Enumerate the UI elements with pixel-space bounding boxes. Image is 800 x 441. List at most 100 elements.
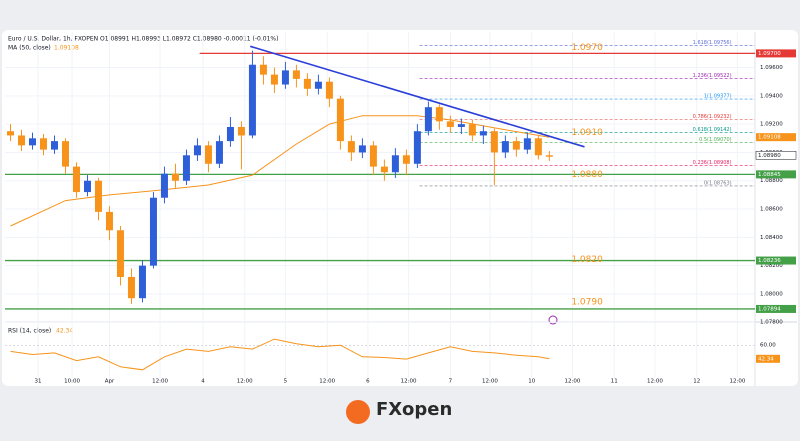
chart-title: Euro / U.S. Dollar, 1h, FXOPEN	[8, 36, 98, 43]
ma-name: MA (50, close)	[8, 45, 51, 52]
price-tag-label: 1.09700	[758, 51, 781, 57]
x-tick-label: 12:00	[565, 379, 581, 385]
x-tick-label: 12:00	[152, 379, 168, 385]
candle-body	[270, 74, 278, 85]
candle-body	[61, 141, 69, 167]
logo: FX open	[346, 399, 452, 424]
price-tag-label: 1.08236	[758, 258, 781, 264]
price-tag	[756, 304, 796, 313]
rsi-name: RSI (14, close)	[8, 328, 51, 335]
level-annotation: 1.0970	[571, 43, 603, 53]
price-tag	[756, 49, 796, 58]
x-tick-label: 12:00	[319, 379, 335, 385]
price-tag	[756, 256, 796, 265]
candle-body	[358, 145, 366, 153]
rsi-tag-label: 42.34	[758, 356, 774, 362]
x-tick-label: 10:00	[64, 379, 80, 385]
candle-body	[160, 173, 168, 198]
candle-body	[446, 121, 454, 127]
x-tick-label: 6	[366, 379, 370, 385]
candle-body	[17, 135, 25, 146]
rsi-line	[10, 338, 550, 371]
logo-open: open	[402, 399, 452, 420]
candle-body	[259, 64, 267, 75]
fib-label: 0.236(1.08908)	[693, 160, 732, 166]
y-tick-label: 1.09600	[760, 65, 783, 71]
x-tick-label: 12:00	[237, 379, 253, 385]
candle-body	[149, 197, 157, 266]
candle-body	[72, 166, 80, 193]
candle-body	[292, 70, 300, 79]
candle-body	[105, 211, 113, 231]
y-tick-label: 1.08800	[760, 178, 783, 184]
y-tick-label: 1.09400	[760, 93, 783, 99]
x-tick-label: Apr	[105, 379, 115, 385]
ma-tag-label: 1.09108	[758, 135, 781, 141]
x-tick-label: 11	[611, 379, 618, 385]
x-tick-label: 12:00	[647, 379, 663, 385]
candle-body	[171, 173, 179, 181]
candle-body	[83, 180, 91, 193]
fib-label: 1.236(1.09522)	[693, 73, 732, 79]
x-tick-label: 5	[284, 379, 288, 385]
candle-body	[380, 166, 388, 173]
candle-body	[347, 141, 355, 153]
x-tick-label: 4	[201, 379, 205, 385]
x-tick-label: 10	[528, 379, 535, 385]
fib-label: 1.618(1.09756)	[693, 40, 732, 46]
candle-body	[523, 138, 531, 150]
logo-emblem	[346, 400, 370, 424]
candle-body	[39, 138, 47, 150]
logo-fx: FX	[376, 399, 402, 420]
level-annotation: 1.0910	[571, 128, 603, 138]
price-tag	[756, 170, 796, 179]
x-tick-label: 12:00	[482, 379, 498, 385]
x-tick-label: 12	[693, 379, 700, 385]
y-tick-label: 1.08200	[760, 263, 783, 269]
level-annotation: 1.0820	[571, 255, 603, 265]
fib-label: 0.5(1.09070)	[699, 137, 732, 143]
y-tick-label: 1.09200	[760, 122, 783, 128]
candle-body	[50, 141, 58, 150]
y-tick-label: 1.08600	[760, 207, 783, 213]
candle-body	[413, 131, 421, 164]
fib-label: 0.786(1.09232)	[693, 114, 732, 120]
last-price-label: 1.08980	[758, 153, 781, 159]
price-tag-label: 1.07894	[758, 306, 781, 312]
ma-value: 1.09108	[54, 45, 79, 52]
y-tick-label: 1.08000	[760, 291, 783, 297]
event-icon	[548, 315, 558, 325]
candle-body	[501, 141, 509, 153]
candle-body	[237, 126, 245, 136]
candle-body	[281, 70, 289, 85]
candle-body	[468, 124, 476, 136]
x-tick-label: 12:00	[401, 379, 417, 385]
fib-label: 1(1.09377)	[704, 94, 732, 100]
candle-body	[28, 138, 36, 146]
candle-body	[545, 155, 553, 157]
ma-tag	[756, 133, 796, 142]
candle-body	[369, 145, 377, 167]
x-tick-label: 12:00	[729, 379, 745, 385]
candle-body	[226, 126, 234, 142]
fib-label: 0(1.08763)	[704, 180, 732, 186]
candle-body	[402, 155, 410, 164]
candle-body	[182, 155, 190, 181]
x-tick-label: 7	[449, 379, 453, 385]
rsi-tag	[756, 354, 780, 363]
y-tick-label: 1.08400	[760, 235, 783, 241]
level-annotation: 1.0790	[571, 298, 603, 308]
level-annotation: 1.0880	[571, 170, 603, 180]
chart-card	[2, 30, 798, 386]
candle-body	[325, 81, 333, 99]
candle-body	[490, 131, 498, 153]
candle-body	[127, 276, 135, 299]
candle-body	[424, 107, 432, 132]
rsi-value: 42.34	[56, 328, 73, 335]
candle-body	[479, 131, 487, 136]
candle-body	[116, 230, 124, 277]
candle-body	[193, 145, 201, 156]
candle-body	[534, 138, 542, 156]
candle-body	[457, 124, 465, 127]
